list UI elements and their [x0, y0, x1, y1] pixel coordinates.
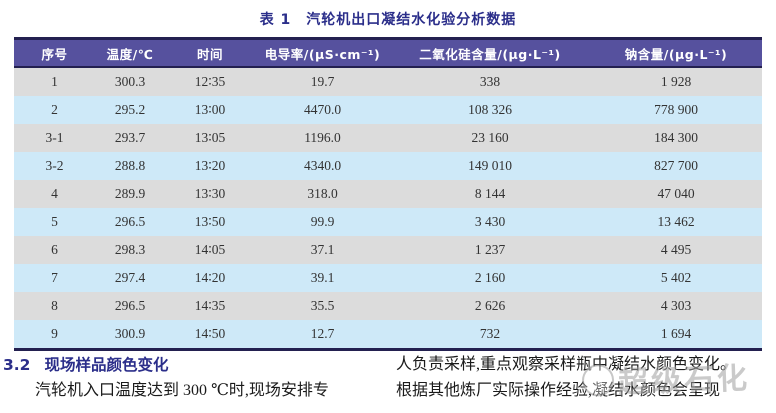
- table-cell: 13∶20: [194, 158, 226, 173]
- table-cell: 300.3: [114, 74, 146, 89]
- table-row: 6 298.3 14∶05 37.1 1 237 4 495: [14, 236, 762, 264]
- paragraph-line: 人负责采样,重点观察采样瓶中凝结水颜色变化。: [396, 356, 737, 373]
- table-cell: 13∶00: [194, 102, 226, 117]
- table-cell: 1: [51, 74, 58, 89]
- table-cell: 2 160: [474, 270, 506, 285]
- table-cell: 8: [51, 298, 58, 313]
- section-number: 3.2: [3, 356, 31, 374]
- table-cell: 14∶50: [165, 320, 255, 351]
- column-header: 温度/℃: [95, 37, 165, 68]
- two-column-text: 3.2 现场样品颜色变化 汽轮机入口温度达到 300 ℃时,现场安排专 人负责采样…: [0, 352, 776, 404]
- table-cell: 3-1: [45, 130, 64, 145]
- column-header: 电导率/(μS·cm⁻¹): [255, 37, 390, 68]
- section-heading-text: 现场样品颜色变化: [44, 356, 169, 374]
- table-cell: 4: [51, 186, 58, 201]
- table-cell: 298.3: [114, 242, 146, 257]
- table-body: 1 300.3 12∶35 19.7 338 1 928 2 295.2 13∶00 4470.0…: [14, 67, 762, 351]
- table-cell: 5 402: [660, 270, 692, 285]
- table-row: 1 300.3 12∶35 19.7 338 1 928: [14, 67, 762, 96]
- analysis-data-table: 序号 温度/℃ 时间 电导率/(μS·cm⁻¹) 二氧化硅含量/(μg·L⁻¹) 钠含量/…: [14, 37, 762, 351]
- table-cell: 2: [51, 102, 58, 117]
- table-header-row: 序号 温度/℃ 时间 电导率/(μS·cm⁻¹) 二氧化硅含量/(μg·L⁻¹) 钠含量/…: [14, 37, 762, 68]
- table-cell: 338: [479, 74, 501, 89]
- table-cell: 289.9: [114, 186, 146, 201]
- table-cell: 4340.0: [303, 158, 342, 173]
- table-cell: 4 303: [660, 298, 692, 313]
- column-header: 二氧化硅含量/(μg·L⁻¹): [390, 37, 590, 68]
- column-header: 序号: [14, 37, 95, 68]
- table-header: 序号 温度/℃ 时间 电导率/(μS·cm⁻¹) 二氧化硅含量/(μg·L⁻¹) 钠含量/…: [14, 37, 762, 68]
- table-cell: 99.9: [310, 214, 335, 229]
- table-row: 3-2 288.8 13∶20 4340.0 149 010 827 700: [14, 152, 762, 180]
- table-row: 5 296.5 13∶50 99.9 3 430 13 462: [14, 208, 762, 236]
- table-cell: 6: [51, 242, 58, 257]
- table-row: 3-1 293.7 13∶05 1196.0 23 160 184 300: [14, 124, 762, 152]
- table-cell: 296.5: [114, 214, 146, 229]
- table-cell: 14∶35: [194, 298, 226, 313]
- table-title: 表 1 汽轮机出口凝结水化验分析数据: [259, 12, 517, 28]
- table-cell: 12∶35: [194, 74, 226, 89]
- table-cell: 295.2: [114, 102, 146, 117]
- table-row: 4 289.9 13∶30 318.0 8 144 47 040: [14, 180, 762, 208]
- table-cell: 1 237: [474, 242, 506, 257]
- table-cell: 4470.0: [303, 102, 342, 117]
- table-cell: 5: [51, 214, 58, 229]
- left-column: 3.2 现场样品颜色变化 汽轮机入口温度达到 300 ℃时,现场安排专: [3, 352, 380, 404]
- table-cell: 293.7: [114, 130, 146, 145]
- column-header: 钠含量/(μg·L⁻¹): [590, 37, 762, 68]
- table-row: 9 300.9 14∶50 12.7 732 1 694: [14, 320, 762, 351]
- table-cell: 297.4: [114, 270, 146, 285]
- table-cell: 778 900: [654, 102, 698, 117]
- paragraph-line: 根据其他炼厂实际操作经验,凝结水颜色会呈现: [396, 382, 721, 399]
- table-cell: 1 928: [660, 74, 692, 89]
- table-cell: 19.7: [310, 74, 335, 89]
- table-cell: 8 144: [474, 186, 506, 201]
- table-cell: 13∶50: [194, 214, 226, 229]
- table-cell: 184 300: [654, 130, 698, 145]
- table-cell: 1 694: [590, 320, 762, 351]
- table-cell: 13∶30: [194, 186, 226, 201]
- table-cell: 3 430: [474, 214, 506, 229]
- table-cell: 12.7: [255, 320, 390, 351]
- table-cell: 23 160: [471, 130, 509, 145]
- table-cell: 14∶20: [194, 270, 226, 285]
- table-cell: 296.5: [114, 298, 146, 313]
- table-cell: 47 040: [657, 186, 695, 201]
- table-cell: 149 010: [468, 158, 512, 173]
- table-cell: 13 462: [657, 214, 695, 229]
- table-cell: 318.0: [307, 186, 338, 201]
- table-cell: 13∶05: [194, 130, 226, 145]
- table-cell: 9: [14, 320, 95, 351]
- column-header: 时间: [165, 37, 255, 68]
- table-cell: 37.1: [310, 242, 335, 257]
- table-cell: 827 700: [654, 158, 698, 173]
- table-cell: 108 326: [468, 102, 512, 117]
- table-cell: 7: [51, 270, 58, 285]
- table-cell: 39.1: [310, 270, 335, 285]
- table-cell: 288.8: [114, 158, 146, 173]
- table-cell: 35.5: [310, 298, 335, 313]
- table-cell: 3-2: [45, 158, 64, 173]
- table-cell: 1196.0: [304, 130, 341, 145]
- section-heading: 3.2 现场样品颜色变化: [3, 352, 380, 378]
- table-cell: 300.9: [95, 320, 165, 351]
- table-cell: 732: [390, 320, 590, 351]
- table-cell: 2 626: [474, 298, 506, 313]
- table-row: 7 297.4 14∶20 39.1 2 160 5 402: [14, 264, 762, 292]
- table-row: 8 296.5 14∶35 35.5 2 626 4 303: [14, 292, 762, 320]
- table-cell: 14∶05: [194, 242, 226, 257]
- paragraph-line: 汽轮机入口温度达到 300 ℃时,现场安排专: [35, 382, 329, 399]
- right-column: 人负责采样,重点观察采样瓶中凝结水颜色变化。 根据其他炼厂实际操作经验,凝结水颜…: [396, 352, 773, 404]
- table-cell: 4 495: [660, 242, 692, 257]
- table-row: 2 295.2 13∶00 4470.0 108 326 778 900: [14, 96, 762, 124]
